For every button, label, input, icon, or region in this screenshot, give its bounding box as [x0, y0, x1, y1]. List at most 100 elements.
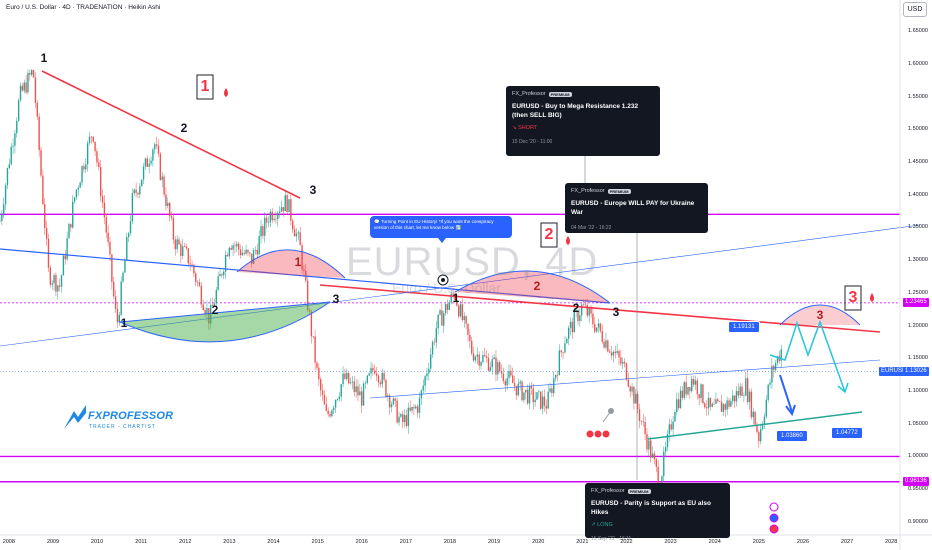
candle-body — [717, 399, 719, 402]
candle-body — [381, 373, 383, 385]
candle-body — [722, 404, 725, 412]
candle-body — [636, 394, 639, 410]
candle-body — [691, 378, 693, 392]
arc-3 — [779, 304, 861, 326]
flag-icon — [769, 524, 779, 534]
candle-body — [467, 323, 469, 335]
candle-body — [359, 391, 361, 396]
candle-body — [478, 354, 480, 366]
candle-body — [709, 397, 712, 407]
candle-body — [165, 194, 167, 207]
candle-body — [457, 305, 460, 317]
y-tick-label: 0.90000 — [908, 518, 928, 525]
candle-body — [594, 324, 596, 332]
candle-body — [737, 390, 740, 396]
candle-body — [670, 424, 672, 430]
candle-body — [273, 218, 275, 221]
candle-body — [221, 274, 223, 276]
lightning-icon — [769, 502, 779, 512]
candle-body — [532, 388, 534, 403]
candle-body — [732, 395, 734, 402]
candle-body — [575, 310, 577, 312]
candle-body — [487, 357, 490, 371]
candle-body — [215, 289, 217, 304]
candle-body — [650, 440, 652, 458]
candle-body — [622, 361, 624, 364]
candle-body — [146, 158, 148, 167]
candle-body — [752, 411, 754, 418]
candle-body — [592, 313, 594, 325]
candle-body — [739, 386, 741, 396]
candle-body — [4, 185, 7, 205]
logo-brand: FXPROFESSOR — [88, 410, 174, 422]
candle-body — [623, 361, 626, 364]
candle-body — [676, 399, 678, 413]
idea-title: EURUSD - Europe WILL PAY for Ukraine War — [571, 200, 695, 216]
candle-body — [569, 321, 572, 328]
note-bubble[interactable]: 💬 Turning Point in EU History! *If you w… — [370, 216, 512, 243]
candle-body — [584, 304, 587, 306]
candle-body — [226, 254, 229, 257]
candle-body — [657, 466, 659, 488]
candle-body — [595, 327, 598, 332]
y-tick-label: 1.20000 — [908, 322, 928, 329]
candle-body — [469, 334, 471, 341]
candle-body — [232, 245, 234, 250]
candle-body — [159, 153, 162, 180]
candle-body — [644, 422, 646, 435]
candle-body — [450, 293, 452, 303]
candle-body — [390, 404, 393, 408]
candle-body — [124, 260, 126, 273]
candle-body — [765, 399, 768, 417]
candle-body — [44, 204, 46, 229]
candle-body — [558, 350, 561, 376]
box-wave-3 — [844, 285, 862, 311]
wave-b-2: 2 — [211, 303, 219, 317]
candle-body — [163, 176, 165, 195]
candle-body — [416, 406, 419, 413]
candle-body — [161, 176, 163, 180]
candle-body — [461, 304, 464, 320]
candle-body — [459, 304, 462, 317]
candle-body — [8, 164, 11, 168]
candle-body — [476, 354, 479, 357]
candle-body — [472, 353, 475, 361]
candle-body — [321, 390, 324, 395]
candle-body — [536, 392, 538, 400]
candle-body — [193, 264, 195, 274]
idea-card-3[interactable]: FX_Professor PREMIUM EURUSD - Parity is S… — [585, 483, 730, 542]
candle-body — [433, 341, 436, 343]
candle-body — [178, 239, 180, 245]
idea-title: EURUSD - Parity is Support as EU also Hi… — [591, 500, 711, 516]
idea-card-1[interactable]: FX_Professor PREMIUM EURUSD - Buy to Mega… — [506, 86, 660, 156]
candle-body — [601, 330, 603, 342]
currency-button[interactable]: USD — [903, 2, 927, 17]
candle-body — [223, 271, 225, 276]
candle-body — [141, 179, 143, 187]
candle-body — [577, 310, 579, 322]
candle-body — [579, 315, 581, 322]
candle-body — [180, 244, 182, 256]
candle-body — [101, 196, 104, 203]
candle-body — [277, 212, 279, 220]
candle-body — [278, 211, 281, 213]
candle-body — [394, 398, 396, 401]
candle-body — [521, 381, 523, 401]
candle-body — [346, 372, 348, 379]
candle-body — [638, 409, 641, 422]
candle-body — [627, 379, 630, 387]
candle-body — [551, 388, 553, 394]
candle-body — [234, 245, 236, 247]
idea-card-2[interactable]: FX_Professor PREMIUM EURUSD - Europe WILL… — [565, 183, 708, 233]
candle-body — [310, 311, 313, 337]
candle-body — [463, 316, 465, 320]
candle-body — [724, 404, 726, 410]
candle-body — [260, 226, 262, 237]
candle-body — [60, 275, 63, 287]
candle-body — [385, 379, 387, 397]
candle-body — [582, 304, 585, 306]
candle-body — [293, 229, 296, 237]
candle-body — [133, 189, 135, 194]
x-tick-label: 2022 — [620, 539, 633, 545]
